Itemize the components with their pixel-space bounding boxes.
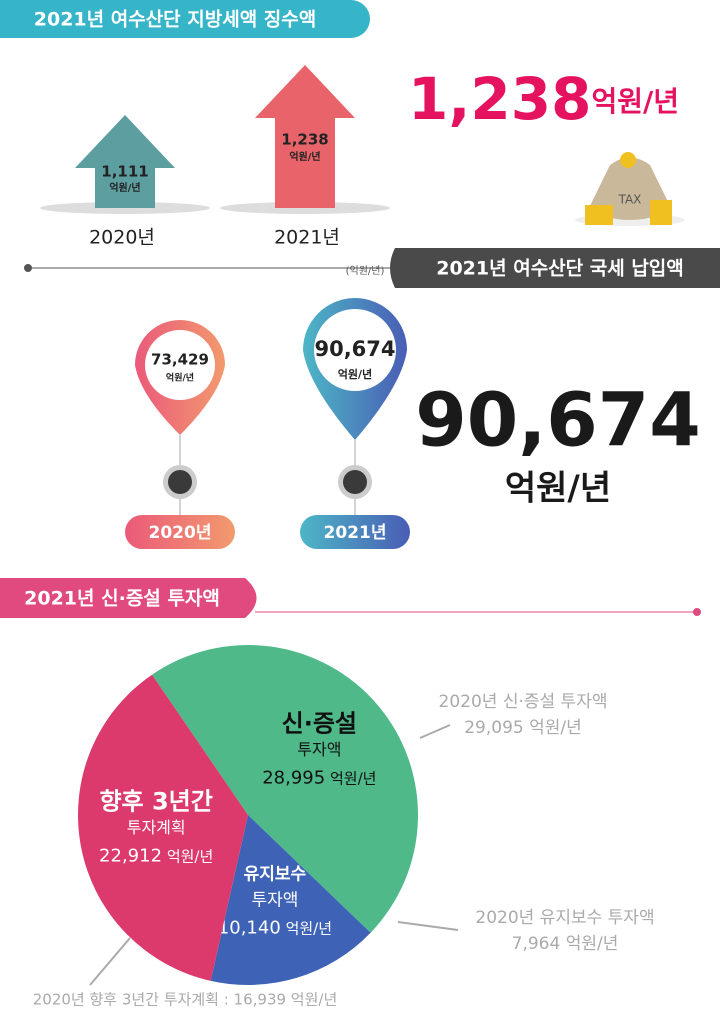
annotation: 7,964 억원/년	[512, 934, 619, 954]
slice-label: 유지보수	[244, 865, 307, 885]
arrow-unit: 억원/년	[289, 150, 320, 163]
arrow-value: 1,111	[101, 163, 148, 181]
pie-slice	[77, 674, 248, 981]
annotation: 2020년 향후 3년간 투자계획 : 16,939 억원/년	[33, 991, 338, 1009]
section-title: 2021년 신·증설 투자액	[24, 588, 220, 610]
arrow-value: 1,238	[281, 131, 328, 149]
unit: 억원/년	[286, 919, 332, 937]
pin-value: 90,674	[314, 337, 395, 361]
pin-face	[314, 309, 396, 391]
pin-value: 73,429	[151, 351, 209, 369]
annotation: 2020년 유지보수 투자액	[475, 908, 654, 928]
slice-sublabel: 투자액	[297, 740, 341, 759]
highlight-value: 1,238억원/년	[408, 65, 679, 133]
annotation: 2020년 신·증설 투자액	[439, 692, 608, 712]
banner	[0, 0, 370, 38]
pin-unit: 억원/년	[166, 372, 194, 384]
arrow	[255, 65, 355, 208]
divider-dot	[24, 264, 32, 272]
unit: 억원/년	[330, 769, 376, 787]
highlight-unit: 억원/년	[505, 469, 611, 509]
slice-label: 신·증설	[282, 710, 357, 738]
value: 28,995	[262, 768, 325, 789]
year-label: 2021년	[324, 523, 387, 543]
arrow	[75, 115, 175, 208]
year-pill	[125, 515, 235, 549]
slice-sublabel: 투자계획	[127, 818, 186, 837]
year-label: 2021년	[274, 227, 340, 249]
dot	[343, 470, 367, 494]
annotation: 29,095 억원/년	[464, 718, 582, 738]
divider-dot	[693, 608, 701, 616]
slice-label: 향후 3년간	[99, 788, 212, 816]
unit-note: (억원/년)	[346, 265, 385, 277]
highlight-value: 90,674	[415, 378, 701, 464]
slice-value: 22,912 억원/년	[99, 846, 213, 867]
unit: 억원/년	[167, 847, 213, 865]
value: 1,238	[408, 65, 591, 133]
year-label: 2020년	[149, 523, 212, 543]
year-label: 2020년	[89, 227, 155, 249]
pie-slice	[152, 644, 419, 933]
section-title: 2021년 여수산단 국세 납입액	[436, 258, 684, 280]
value: 10,140	[218, 918, 281, 939]
arrow-unit: 억원/년	[109, 181, 140, 194]
pie-slice	[210, 815, 371, 985]
banner	[0, 578, 257, 618]
pointer	[89, 937, 131, 986]
section-title: 2021년 여수산단 지방세액 징수액	[34, 9, 317, 31]
pointer	[419, 724, 451, 739]
slice-value: 10,140 억원/년	[218, 918, 332, 939]
pin-face	[145, 330, 215, 400]
banner	[390, 248, 720, 288]
slice-sublabel: 투자액	[251, 891, 298, 911]
dot	[168, 470, 192, 494]
value: 22,912	[99, 846, 162, 867]
unit: 억원/년	[591, 85, 679, 118]
year-pill	[300, 515, 410, 549]
slice-value: 28,995 억원/년	[262, 768, 376, 789]
tax-icon: TAX	[575, 152, 685, 226]
pin-unit: 억원/년	[338, 367, 372, 381]
pointer	[397, 921, 459, 931]
icon-label: TAX	[618, 193, 642, 207]
